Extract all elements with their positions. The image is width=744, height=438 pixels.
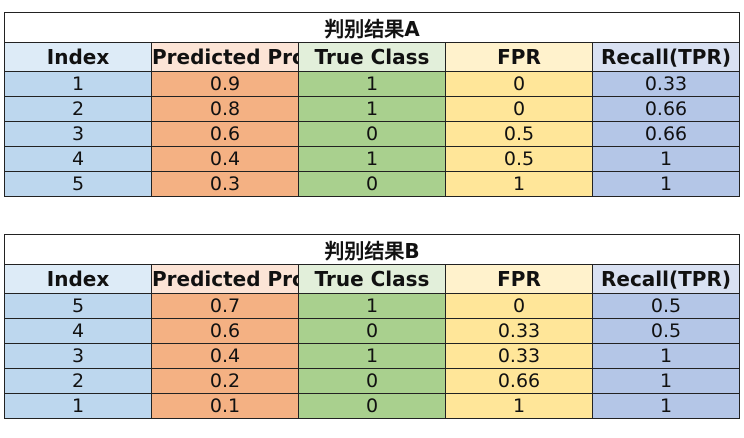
cell-true-class: 1 [298,146,446,172]
cell-probability: 0.2 [151,368,299,394]
cell-fpr: 0 [445,96,593,122]
cell-index: 2 [4,96,152,122]
cell-recall: 1 [592,368,740,394]
cell-index: 2 [4,368,152,394]
cell-true-class: 0 [298,171,446,197]
cell-true-class: 0 [298,121,446,147]
cell-fpr: 0 [445,71,593,97]
cell-index: 4 [4,146,152,172]
cell-recall: 1 [592,171,740,197]
cell-fpr: 0.33 [445,318,593,344]
cell-fpr: 1 [445,393,593,419]
cell-fpr: 1 [445,171,593,197]
cell-recall: 0.66 [592,121,740,147]
header-fpr: FPR [445,264,593,294]
table-title: 判别结果A [4,12,740,43]
table-row: 3 0.4 1 0.33 1 [4,343,740,369]
cell-true-class: 0 [298,393,446,419]
table-title: 判别结果B [4,234,740,265]
cell-recall: 0.66 [592,96,740,122]
table-row: 1 0.1 0 1 1 [4,393,740,419]
header-fpr: FPR [445,42,593,72]
cell-true-class: 0 [298,368,446,394]
cell-recall: 0.5 [592,318,740,344]
cell-index: 5 [4,293,152,319]
cell-probability: 0.3 [151,171,299,197]
cell-true-class: 1 [298,96,446,122]
table-row: 1 0.9 1 0 0.33 [4,71,740,97]
cell-fpr: 0 [445,293,593,319]
cell-probability: 0.9 [151,71,299,97]
cell-fpr: 0.33 [445,343,593,369]
table-row: 5 0.7 1 0 0.5 [4,293,740,319]
cell-true-class: 1 [298,293,446,319]
cell-probability: 0.6 [151,318,299,344]
table-row: 5 0.3 0 1 1 [4,171,740,197]
cell-true-class: 0 [298,318,446,344]
cell-index: 4 [4,318,152,344]
cell-true-class: 1 [298,71,446,97]
table-row: 4 0.4 1 0.5 1 [4,146,740,172]
cell-fpr: 0.5 [445,146,593,172]
result-table-b: 判别结果B Index Predicted Probability True C… [4,234,740,419]
cell-index: 1 [4,71,152,97]
cell-recall: 0.5 [592,293,740,319]
cell-index: 3 [4,121,152,147]
cell-index: 3 [4,343,152,369]
cell-fpr: 0.66 [445,368,593,394]
cell-probability: 0.4 [151,343,299,369]
header-true-class: True Class [298,42,446,72]
cell-index: 1 [4,393,152,419]
cell-probability: 0.6 [151,121,299,147]
cell-fpr: 0.5 [445,121,593,147]
cell-probability: 0.7 [151,293,299,319]
header-recall: Recall(TPR) [592,264,740,294]
table-row: 4 0.6 0 0.33 0.5 [4,318,740,344]
cell-recall: 1 [592,146,740,172]
header-row: Index Predicted Probability True Class F… [4,264,740,294]
cell-probability: 0.4 [151,146,299,172]
cell-recall: 0.33 [592,71,740,97]
cell-true-class: 1 [298,343,446,369]
table-row: 3 0.6 0 0.5 0.66 [4,121,740,147]
header-recall: Recall(TPR) [592,42,740,72]
header-index: Index [4,42,152,72]
header-predicted-probability: Predicted Probability [151,42,299,72]
table-row: 2 0.2 0 0.66 1 [4,368,740,394]
header-true-class: True Class [298,264,446,294]
table-row: 2 0.8 1 0 0.66 [4,96,740,122]
header-predicted-probability: Predicted Probability [151,264,299,294]
header-index: Index [4,264,152,294]
header-row: Index Predicted Probability True Class F… [4,42,740,72]
cell-probability: 0.8 [151,96,299,122]
cell-index: 5 [4,171,152,197]
cell-recall: 1 [592,393,740,419]
result-table-a: 判别结果A Index Predicted Probability True C… [4,12,740,197]
cell-probability: 0.1 [151,393,299,419]
cell-recall: 1 [592,343,740,369]
